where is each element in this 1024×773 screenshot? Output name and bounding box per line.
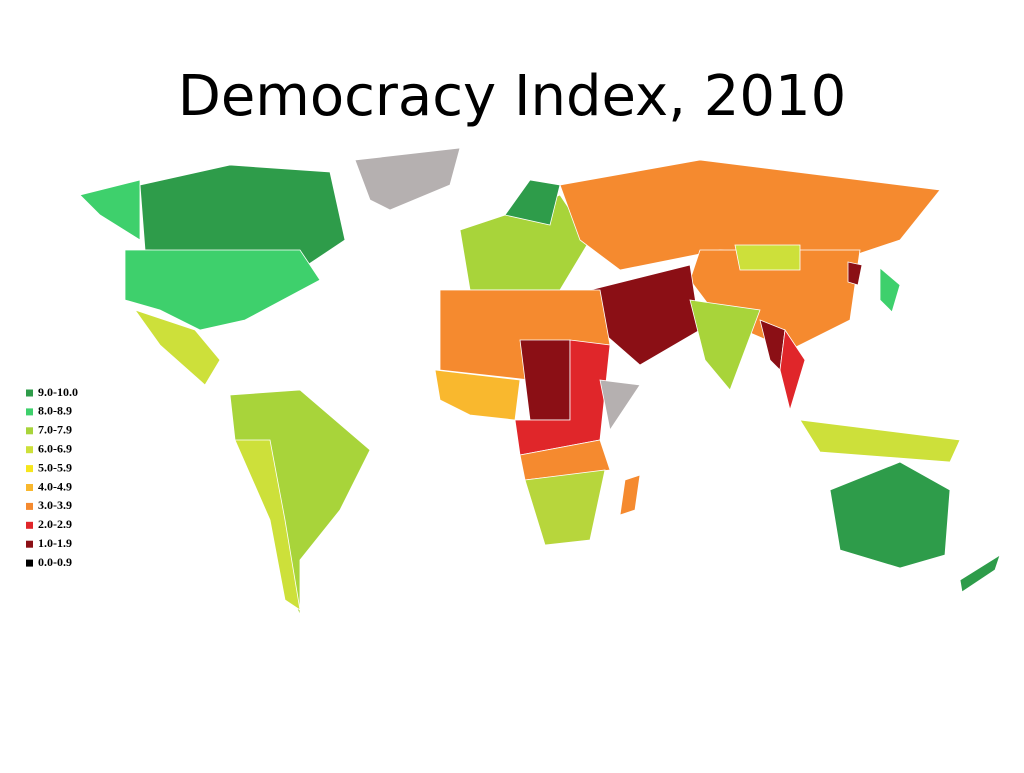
east-africa	[519, 439, 611, 481]
legend-label: 2.0-2.9	[38, 517, 72, 531]
south-america	[229, 389, 371, 616]
legend-swatch	[26, 521, 33, 529]
mexico	[133, 309, 221, 386]
legend: 9.0-10.0 8.0-8.9 7.0-7.9 6.0-6.9 5.0-5.9 4.0-…	[26, 385, 78, 569]
alaska	[79, 179, 141, 241]
legend-label: 4.0-4.9	[38, 479, 72, 493]
legend-swatch	[26, 389, 33, 397]
somalia	[599, 379, 641, 432]
japan	[879, 267, 901, 313]
legend-swatch	[26, 559, 33, 567]
new-zealand	[959, 554, 1001, 593]
legend-swatch	[26, 427, 33, 435]
legend-label: 1.0-1.9	[38, 536, 72, 550]
north-korea	[847, 261, 863, 286]
legend-label: 3.0-3.9	[38, 498, 72, 512]
india	[689, 299, 761, 391]
legend-swatch	[26, 502, 33, 510]
greenland	[354, 147, 461, 211]
usa	[124, 249, 321, 331]
legend-label: 6.0-6.9	[38, 441, 72, 455]
legend-label: 8.0-8.9	[38, 404, 72, 418]
legend-label: 7.0-7.9	[38, 423, 72, 437]
legend-swatch	[26, 408, 33, 416]
australia	[829, 461, 951, 569]
west-africa	[434, 369, 521, 421]
slide-title: Democracy Index, 2010	[178, 64, 847, 129]
andes	[234, 439, 301, 611]
indonesia	[799, 419, 961, 463]
legend-swatch	[26, 484, 33, 491]
legend-label: 9.0-10.0	[38, 385, 78, 399]
central-africa-a	[519, 339, 571, 421]
indochina	[779, 328, 806, 412]
legend-swatch	[26, 540, 33, 548]
south-africa	[524, 469, 606, 546]
legend-swatch	[26, 465, 33, 473]
legend-label: 5.0-5.9	[38, 460, 72, 474]
legend-swatch	[26, 446, 33, 454]
madagascar	[619, 474, 641, 516]
legend-label: 0.0-0.9	[38, 555, 72, 569]
world-map	[79, 147, 1001, 616]
mongolia	[734, 244, 801, 271]
